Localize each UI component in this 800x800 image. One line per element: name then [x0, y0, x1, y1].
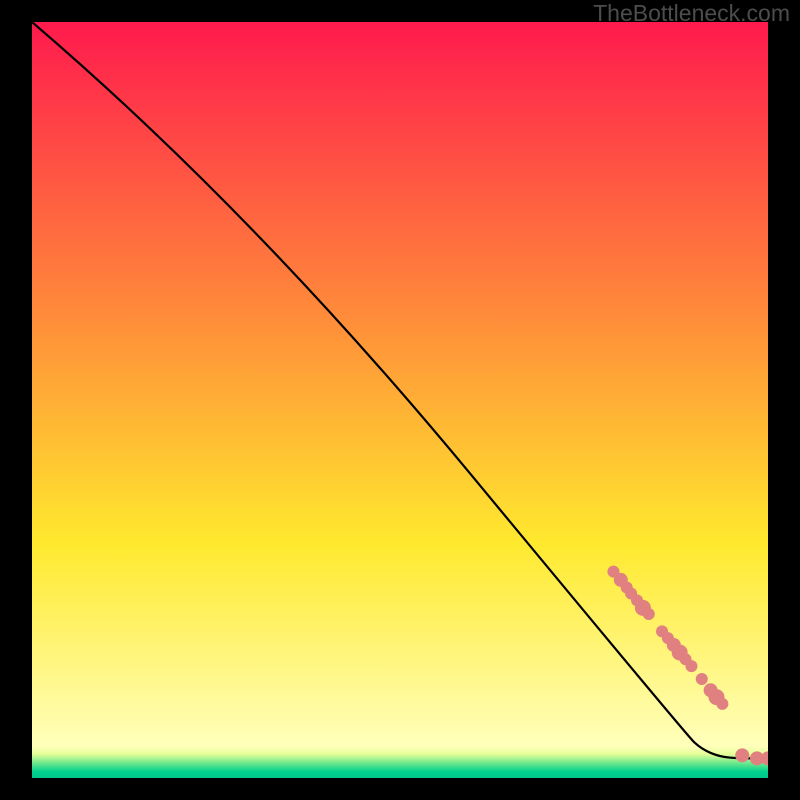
data-marker: [643, 608, 655, 620]
data-marker: [716, 698, 728, 710]
curve-layer: [32, 22, 768, 778]
watermark-text: TheBottleneck.com: [593, 0, 790, 27]
bottleneck-curve: [32, 22, 768, 758]
data-marker: [696, 673, 708, 685]
data-marker: [685, 660, 697, 672]
data-marker: [761, 751, 768, 765]
data-marker: [735, 748, 749, 762]
plot-area: [32, 22, 768, 778]
chart-stage: TheBottleneck.com: [0, 0, 800, 800]
